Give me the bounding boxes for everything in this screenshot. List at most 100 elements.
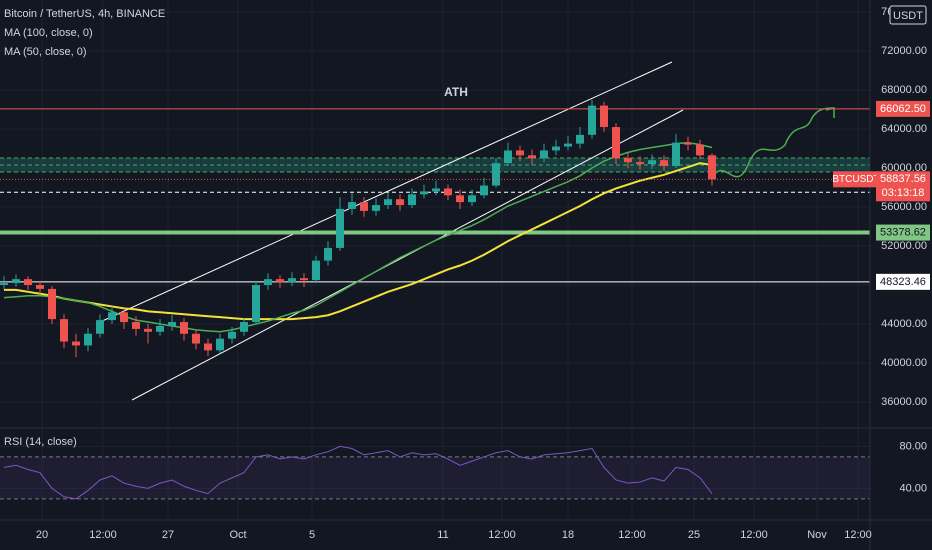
- grid: [0, 0, 870, 520]
- candle-body: [636, 162, 644, 165]
- candle-body: [312, 260, 320, 281]
- candle-body: [660, 160, 668, 167]
- level-label-box: [876, 273, 930, 290]
- candle-body: [168, 322, 176, 326]
- candle-body: [684, 142, 692, 145]
- candle-body: [60, 319, 68, 342]
- x-tick-label: 18: [562, 529, 574, 541]
- candle-body: [48, 288, 56, 320]
- candle-body: [696, 144, 704, 156]
- level-label: 48323.46: [880, 276, 926, 288]
- projection-arrow: [711, 107, 835, 179]
- candle-body: [528, 155, 536, 159]
- level-label: 66062.50: [880, 103, 926, 115]
- candle-body: [624, 158, 632, 163]
- candle-body: [240, 322, 248, 332]
- candle-body: [648, 160, 656, 165]
- candle-body: [324, 247, 332, 261]
- y-tick-label: 44000.00: [881, 318, 927, 330]
- y-tick-label: 72000.00: [881, 45, 927, 57]
- candle-body: [204, 343, 212, 351]
- legend-ma50: MA (50, close, 0): [4, 46, 87, 58]
- x-tick-label: 12:00: [488, 529, 516, 541]
- x-tick-label: 20: [36, 529, 48, 541]
- candle-body: [108, 312, 116, 321]
- channel-lower: [131, 109, 684, 401]
- currency-box: [889, 5, 927, 25]
- x-tick-label: 12:00: [844, 529, 872, 541]
- candle-body: [336, 208, 344, 248]
- candle-body: [408, 194, 416, 206]
- candle-body: [432, 188, 440, 192]
- candle-body: [444, 188, 452, 196]
- rsi-title: RSI (14, close): [4, 436, 77, 448]
- candle-body: [288, 278, 296, 283]
- candle-body: [216, 338, 224, 351]
- level-label: 53378.62: [880, 226, 926, 238]
- candle-body: [276, 279, 284, 283]
- y-tick-label: 60000.00: [881, 162, 927, 174]
- candle-body: [72, 341, 80, 346]
- plot: [0, 99, 870, 500]
- candle-body: [228, 331, 236, 339]
- candle-body: [600, 105, 608, 128]
- y-tick-label: 40000.00: [881, 357, 927, 369]
- candle-body: [588, 105, 596, 135]
- candle-body: [120, 312, 128, 323]
- rsi-tick-label: 80.00: [899, 440, 927, 452]
- y-tick-label: 68000.00: [881, 84, 927, 96]
- candle-body: [24, 279, 32, 285]
- candle-body: [420, 191, 428, 195]
- candle-body: [96, 320, 104, 334]
- candle-body: [612, 127, 620, 159]
- candle-body: [504, 150, 512, 164]
- y-tick-label: 56000.00: [881, 201, 927, 213]
- price-box: [876, 171, 930, 202]
- candle-body: [144, 328, 152, 332]
- candle-body: [516, 150, 524, 156]
- last-price: 58837.56: [880, 173, 926, 185]
- x-tick-label: 25: [688, 529, 700, 541]
- x-tick-label: Oct: [229, 529, 246, 541]
- level-label-box: [876, 224, 930, 241]
- candle-body: [12, 279, 20, 284]
- candle-body: [348, 202, 356, 209]
- candle-body: [492, 163, 500, 186]
- chart-title: Bitcoin / TetherUS, 4h, BINANCE: [4, 8, 165, 20]
- candle-body: [156, 325, 164, 332]
- candle-body: [672, 142, 680, 167]
- candle-body: [264, 279, 272, 285]
- countdown: 03:13:18: [882, 187, 925, 199]
- x-tick-label: Nov: [807, 529, 827, 541]
- symbol-box: [833, 171, 879, 188]
- moving-average: [4, 162, 713, 321]
- level-label-box: [876, 100, 930, 117]
- annotation: ATH: [444, 85, 468, 99]
- candle-body: [300, 278, 308, 281]
- x-tick-label: 12:00: [618, 529, 646, 541]
- candle-body: [384, 199, 392, 206]
- x-tick-label: 11: [437, 529, 448, 541]
- candle-body: [396, 199, 404, 206]
- candle-body: [552, 146, 560, 151]
- y-tick-label: 36000.00: [881, 396, 927, 408]
- candle-body: [84, 333, 92, 346]
- x-tick-label: 12:00: [740, 529, 768, 541]
- candle-body: [360, 202, 368, 211]
- rsi-band: [0, 456, 870, 499]
- rsi-tick-label: 40.00: [899, 482, 927, 494]
- x-tick-label: 12:00: [89, 529, 117, 541]
- candle-body: [540, 150, 548, 159]
- y-tick-label: 52000.00: [881, 240, 927, 252]
- y-tick-label: 64000.00: [881, 123, 927, 135]
- candle-body: [708, 155, 716, 180]
- candle-body: [252, 284, 260, 323]
- candle-body: [192, 333, 200, 344]
- candle-body: [480, 185, 488, 196]
- x-tick-label: 27: [162, 529, 174, 541]
- candle-body: [36, 284, 44, 289]
- candle-body: [132, 322, 140, 329]
